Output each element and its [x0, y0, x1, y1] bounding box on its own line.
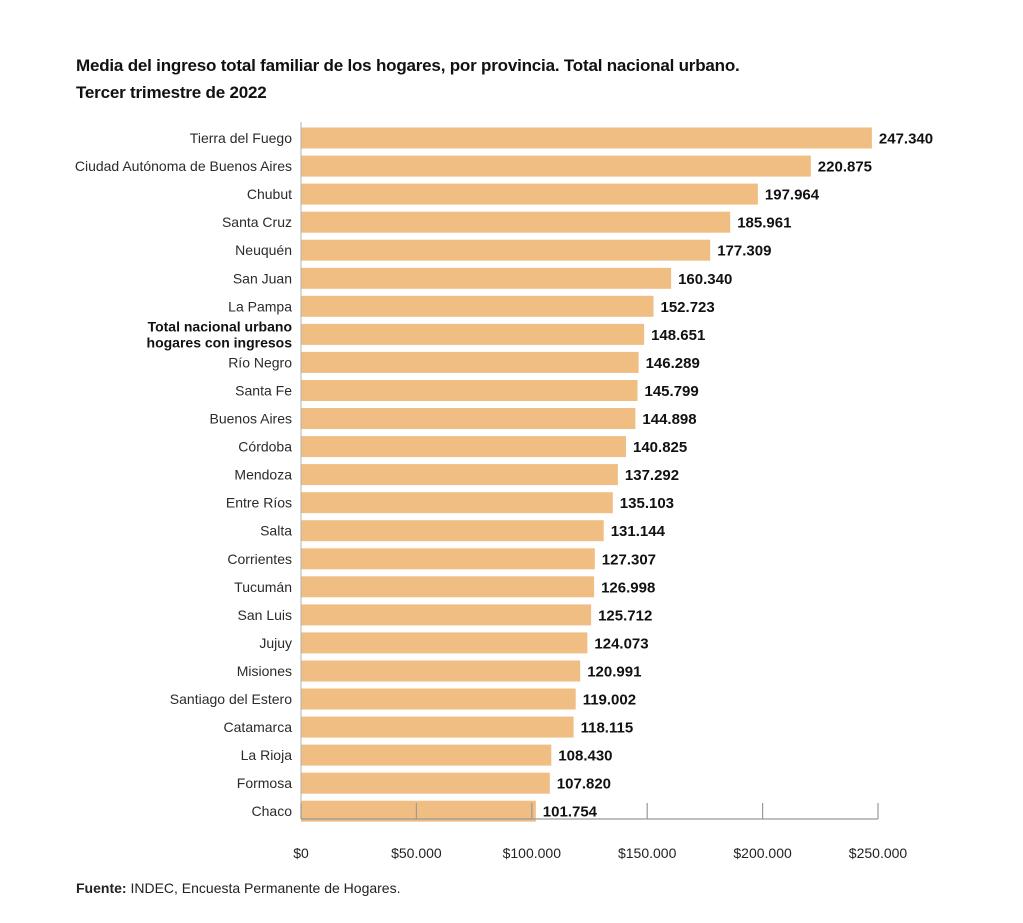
value-label: 101.754 [543, 804, 598, 821]
bar [301, 548, 595, 570]
value-label: 220.875 [818, 159, 872, 176]
bar [301, 211, 731, 233]
value-label: 131.144 [611, 523, 666, 540]
value-label: 146.289 [646, 355, 700, 372]
category-label: Catamarca [224, 719, 293, 735]
bar [301, 323, 645, 345]
chart-title-line: Media del ingreso total familiar de los … [76, 56, 740, 75]
value-label: 247.340 [879, 131, 933, 148]
bar [301, 155, 811, 177]
x-tick-label: $250.000 [849, 845, 908, 861]
category-label: Jujuy [259, 635, 292, 651]
category-label: Neuquén [235, 242, 292, 258]
bar [301, 520, 604, 542]
value-label: 119.002 [583, 692, 636, 709]
category-label: Santa Cruz [222, 214, 292, 230]
value-label: 107.820 [557, 776, 611, 793]
value-label: 120.991 [587, 664, 641, 681]
bar [301, 688, 576, 710]
category-label: Ciudad Autónoma de Buenos Aires [75, 158, 292, 174]
bar [301, 660, 581, 682]
category-label: La Rioja [241, 747, 293, 763]
category-label: Corrientes [227, 551, 292, 567]
value-label: 145.799 [645, 383, 699, 400]
bar [301, 295, 654, 317]
value-label: 140.825 [633, 439, 687, 456]
source-note: Fuente: INDEC, Encuesta Permanente de Ho… [76, 880, 400, 896]
bar [301, 800, 536, 822]
bar [301, 380, 638, 401]
category-label: Tucumán [234, 579, 292, 595]
category-label: Santa Fe [235, 383, 292, 399]
bar [301, 183, 758, 205]
category-label: Chubut [247, 186, 292, 202]
category-label: Córdoba [238, 439, 292, 455]
category-label: Chaco [252, 803, 293, 819]
x-tick-label: $100.000 [503, 845, 562, 861]
value-label: 108.430 [558, 748, 612, 765]
value-label: 148.651 [651, 327, 705, 344]
bar [301, 127, 872, 149]
category-label: Total nacional urbano [148, 318, 292, 334]
source-text: INDEC, Encuesta Permanente de Hogares. [126, 880, 401, 896]
value-label: 144.898 [642, 411, 696, 428]
bar [301, 604, 592, 626]
x-tick-label: $0 [293, 845, 309, 861]
category-label: Entre Ríos [226, 495, 292, 511]
bar [301, 492, 613, 514]
category-label: Tierra del Fuego [190, 130, 292, 146]
bar [301, 436, 626, 458]
category-label: Salta [260, 523, 292, 539]
category-label: Santiago del Estero [170, 691, 292, 707]
value-label: 135.103 [620, 495, 674, 512]
value-label: 124.073 [594, 635, 648, 652]
category-label: San Juan [233, 270, 292, 286]
category-label: Río Negro [228, 354, 292, 370]
category-label: San Luis [238, 607, 292, 623]
x-tick-label: $150.000 [618, 845, 677, 861]
bar [301, 716, 574, 738]
chart-title: Media del ingreso total familiar de los … [76, 52, 976, 106]
bar [301, 239, 711, 261]
value-label: 160.340 [678, 271, 732, 288]
value-label: 185.961 [737, 215, 791, 232]
bar [301, 576, 595, 598]
bar [301, 267, 672, 289]
bar [301, 351, 639, 373]
value-label: 118.115 [581, 720, 634, 737]
category-label: hogares con ingresos [147, 334, 293, 350]
bar [301, 632, 588, 654]
category-label: Formosa [237, 775, 292, 791]
bar [301, 772, 550, 794]
value-label: 137.292 [625, 467, 679, 484]
value-label: 177.309 [717, 243, 771, 260]
category-label: Buenos Aires [210, 411, 293, 427]
value-label: 125.712 [598, 607, 652, 624]
source-label: Fuente: [76, 880, 127, 896]
bar [301, 464, 618, 486]
value-label: 197.964 [765, 187, 820, 204]
category-label: Mendoza [234, 467, 292, 483]
category-label: La Pampa [228, 298, 292, 314]
value-label: 127.307 [602, 551, 656, 568]
chart-subtitle: Tercer trimestre de 2022 [76, 83, 267, 102]
value-label: 126.998 [601, 579, 655, 596]
value-label: 152.723 [661, 299, 715, 316]
bar [301, 408, 636, 429]
x-tick-label: $200.000 [733, 845, 792, 861]
x-tick-label: $50.000 [391, 845, 442, 861]
category-label: Misiones [237, 663, 292, 679]
bar [301, 744, 552, 766]
